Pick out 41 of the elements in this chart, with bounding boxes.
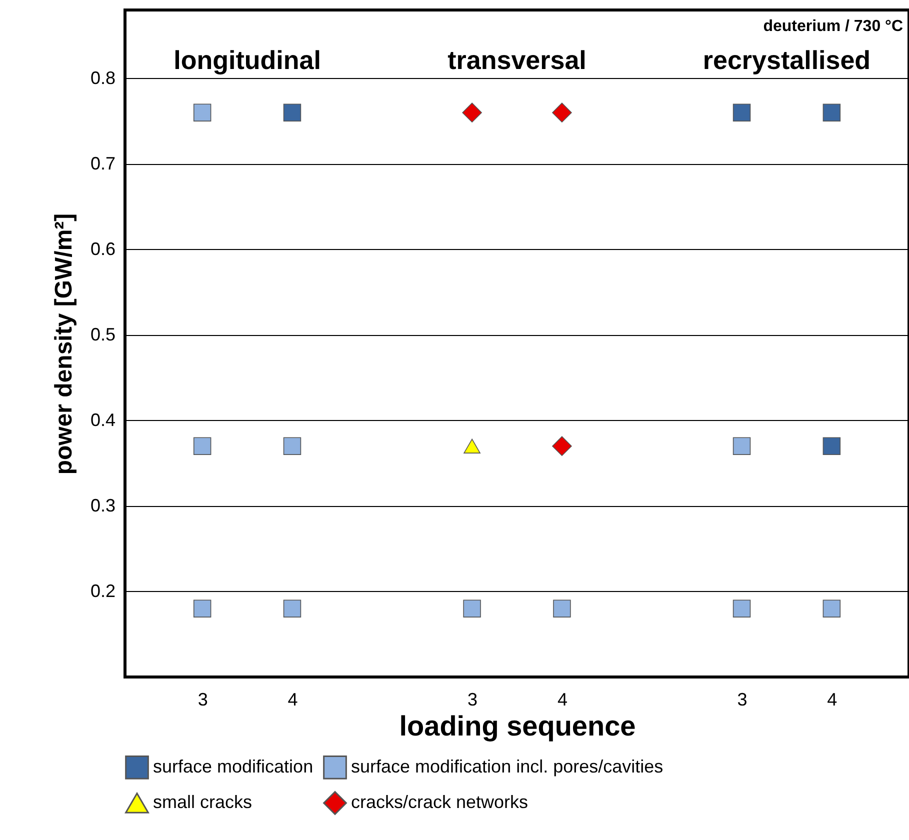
point: [464, 438, 480, 454]
y-tick-label: 0.8: [90, 68, 116, 88]
x-axis-title: loading sequence: [399, 710, 636, 742]
y-tick-label: 0.6: [90, 238, 116, 259]
x-tick-label: 4: [827, 690, 838, 710]
annotation: transversal: [448, 45, 586, 75]
y-tick-label: 0.7: [90, 153, 116, 174]
legend-label: surface modification: [153, 756, 314, 776]
point: [462, 102, 482, 123]
y-tick-label: 0.3: [90, 495, 116, 516]
y-axis-title: power density [GW/m²]: [50, 213, 78, 475]
point: [283, 600, 302, 618]
legend-label: small cracks: [153, 792, 252, 812]
point: [822, 104, 841, 122]
annotation: recrystallised: [702, 45, 871, 75]
x-tick-label: 4: [557, 690, 568, 710]
point: [822, 600, 841, 618]
x-tick-label: 3: [468, 690, 478, 710]
y-tick-label: 0.5: [90, 324, 116, 344]
point: [193, 437, 212, 455]
y-tick-label: 0.2: [90, 580, 116, 601]
x-tick-label: 4: [288, 690, 298, 710]
point: [553, 600, 571, 618]
point: [193, 600, 212, 618]
point: [463, 600, 481, 618]
annotation: deuterium / 730 °C: [763, 18, 904, 35]
legend-label: surface modification incl. pores/cavities: [351, 756, 664, 776]
point: [283, 104, 302, 122]
point: [552, 436, 572, 456]
point: [193, 104, 212, 122]
point: [283, 437, 302, 455]
legend-label: cracks/crack networks: [351, 792, 528, 812]
x-tick-label: 3: [737, 690, 748, 710]
annotation: longitudinal: [174, 45, 321, 75]
x-tick-label: 3: [198, 690, 208, 710]
point: [552, 102, 572, 123]
point: [732, 600, 751, 618]
point: [732, 104, 751, 122]
point: [732, 437, 751, 455]
y-tick-label: 0.4: [90, 410, 116, 430]
point: [822, 437, 841, 455]
